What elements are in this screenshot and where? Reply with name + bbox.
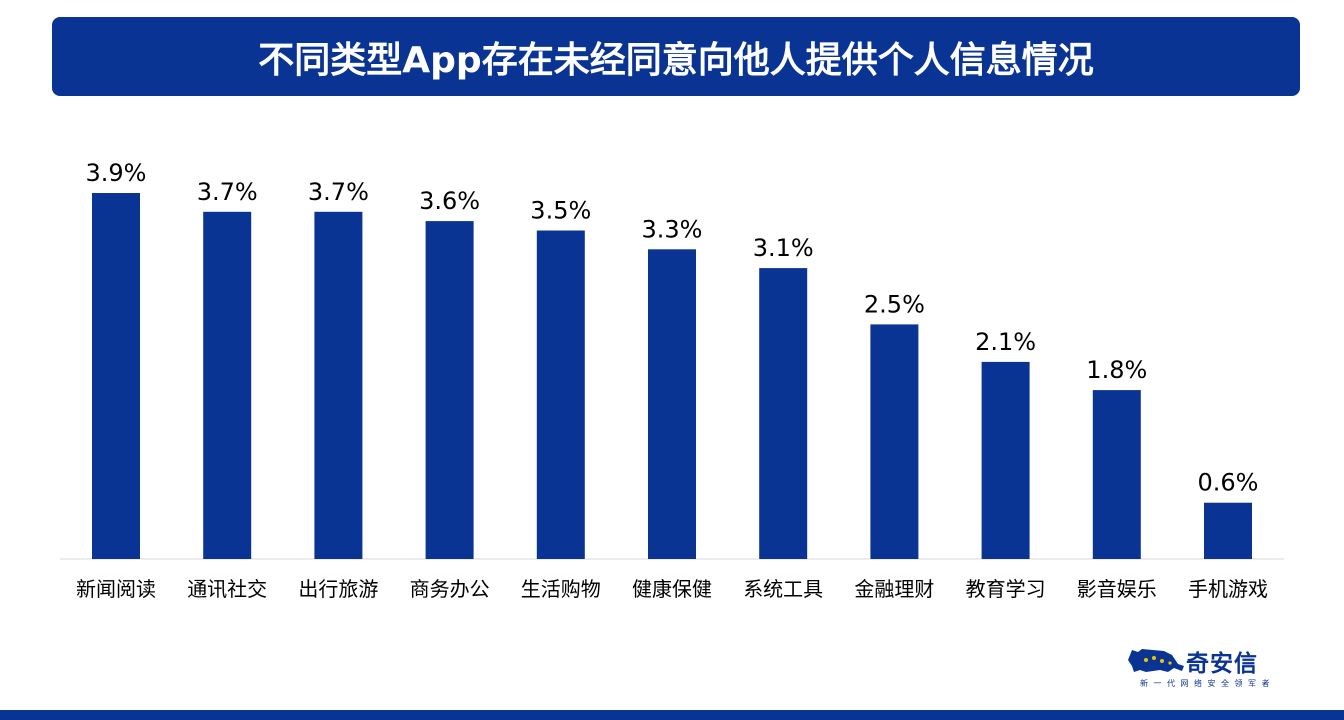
bars-group bbox=[92, 193, 1252, 560]
bar-1 bbox=[92, 193, 140, 559]
qianxin-logo: 奇安信 新一代网络安全领军者 bbox=[1126, 644, 1296, 692]
value-label-10: 1.8% bbox=[1086, 356, 1147, 384]
category-label-11: 手机游戏 bbox=[1188, 577, 1268, 601]
value-label-4: 3.6% bbox=[419, 187, 480, 215]
leopard-icon bbox=[1128, 649, 1184, 672]
category-label-1: 新闻阅读 bbox=[76, 577, 156, 601]
category-label-8: 金融理财 bbox=[854, 577, 934, 601]
category-label-9: 教育学习 bbox=[966, 577, 1046, 601]
category-label-10: 影音娱乐 bbox=[1077, 577, 1157, 601]
bar-8 bbox=[870, 324, 919, 559]
category-label-2: 通讯社交 bbox=[187, 577, 267, 601]
category-labels-group: 新闻阅读 通讯社交 出行旅游 商务办公 生活购物 健康保健 系统工具 金融理财 教育学习 影音娱乐… bbox=[76, 577, 1268, 601]
title-banner: 不同类型App存在未经同意向他人提供个人信息情况 bbox=[52, 17, 1300, 96]
value-label-7: 3.1% bbox=[753, 234, 814, 262]
category-label-3: 出行旅游 bbox=[298, 577, 378, 601]
value-label-8: 2.5% bbox=[864, 290, 925, 318]
logo-name: 奇安信 bbox=[1186, 651, 1258, 677]
bar-6 bbox=[648, 249, 696, 560]
bar-9 bbox=[981, 361, 1030, 559]
value-label-2: 3.7% bbox=[197, 178, 258, 206]
value-label-9: 2.1% bbox=[975, 328, 1036, 356]
bar-11 bbox=[1204, 502, 1252, 559]
bar-10 bbox=[1092, 390, 1141, 559]
logo-slogan: 新一代网络安全领军者 bbox=[1140, 679, 1275, 688]
value-labels-group: 3.9% 3.7% 3.7% 3.6% 3.5% 3.3% 3.1% 2.5% 2.1% 1.8%… bbox=[86, 159, 1259, 497]
bar-2 bbox=[203, 211, 252, 560]
bar-3 bbox=[314, 211, 363, 560]
bar-chart: 3.9% 3.7% 3.7% 3.6% 3.5% 3.3% 3.1% 2.5% 2.1% 1.8%… bbox=[60, 159, 1284, 601]
bar-7 bbox=[759, 268, 808, 559]
value-label-3: 3.7% bbox=[308, 178, 369, 206]
bar-5 bbox=[536, 230, 585, 559]
category-label-6: 健康保健 bbox=[632, 577, 712, 601]
bar-4 bbox=[425, 221, 474, 559]
value-label-6: 3.3% bbox=[642, 215, 703, 243]
value-label-1: 3.9% bbox=[86, 159, 147, 187]
category-label-4: 商务办公 bbox=[410, 577, 490, 601]
category-label-7: 系统工具 bbox=[743, 577, 823, 601]
footer-bar bbox=[0, 710, 1344, 720]
value-label-11: 0.6% bbox=[1198, 469, 1259, 497]
page-title: 不同类型App存在未经同意向他人提供个人信息情况 bbox=[258, 39, 1094, 81]
category-label-5: 生活购物 bbox=[521, 577, 601, 601]
value-label-5: 3.5% bbox=[530, 197, 591, 225]
